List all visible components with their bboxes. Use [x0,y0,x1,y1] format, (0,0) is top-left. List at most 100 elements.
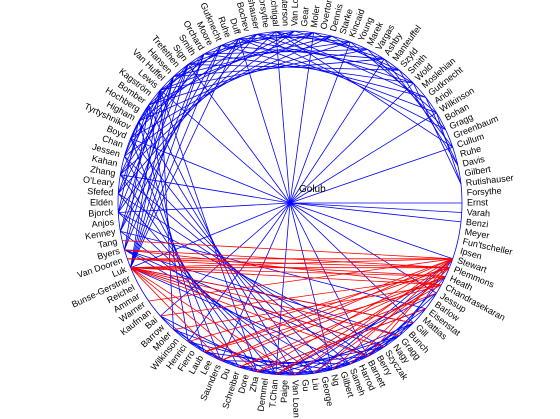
edge [124,249,400,337]
edge [367,258,454,357]
edge [117,76,174,213]
edge [148,104,189,342]
edge [173,329,222,361]
edge [148,41,351,106]
node-label: Van Loan [291,380,302,418]
edge [130,45,222,139]
edge [130,38,240,268]
edge [173,284,442,330]
edge [436,112,462,185]
edge [289,146,453,204]
edge [188,341,314,374]
edge [130,64,189,268]
edge [119,53,205,175]
edge [203,351,333,371]
edge [289,202,462,213]
edge [220,45,385,60]
edge [119,45,222,232]
node-label: Duff [228,17,243,36]
edge [160,276,446,317]
edge [238,38,437,114]
edge [238,356,368,368]
edge [124,155,333,370]
edge [119,89,161,232]
node-label: Demmel [256,378,271,413]
edge [367,49,446,130]
edge [173,329,295,376]
edge [294,276,446,376]
edge [119,174,258,373]
edge [398,69,459,166]
edge [220,360,351,365]
node-label: Anjos [91,217,115,229]
edge [187,267,450,342]
edge [332,35,414,84]
edge [118,193,368,357]
edge [275,31,426,98]
edge [118,212,385,348]
edge [256,308,426,373]
edge [130,138,222,361]
edge [203,258,453,353]
edge [160,315,276,375]
node-label: T.Chan [267,379,279,408]
edge [203,284,442,353]
edge [130,104,150,139]
node-label: Gear [299,6,311,27]
node-label: Sfefed [87,186,114,197]
node-label: O'Leary [83,174,116,187]
node-label: Davis [461,154,486,169]
edge [138,64,189,122]
edge [148,104,277,375]
node-label: Eldén [90,197,113,207]
edge [313,276,446,374]
edge [138,33,258,122]
edge [130,53,205,268]
edge [148,258,453,302]
edge [188,64,400,71]
edge [289,112,437,204]
edge [313,32,400,71]
node-label: Zhang [89,164,116,178]
edge [130,267,442,286]
node-label: Benzi [465,217,488,229]
edge [275,31,368,50]
edge [138,120,205,353]
edge [256,346,385,373]
node-label: Forsythe [466,186,502,198]
edge [117,33,258,194]
edge [332,322,414,371]
edge [275,31,453,148]
node-label: Paige [279,380,290,403]
node-label: Tang [97,236,118,250]
edge [256,33,351,43]
edge [173,58,385,77]
edge [160,49,368,91]
edge [122,240,453,260]
edge [160,32,314,91]
edge [124,53,205,250]
edge [159,89,258,372]
edge [124,249,450,269]
node-label: Gilbert [464,164,492,178]
edge [256,33,414,84]
red-edges [122,240,454,376]
edge [118,212,295,376]
edge [367,292,437,357]
node-label: Liu [310,378,322,391]
edge [289,32,314,204]
edge [120,230,314,374]
node-label: Gu [300,379,311,392]
edge [124,249,333,371]
edge [220,258,453,361]
edge [289,58,385,204]
node-labels: ErnstVarahBenziMeyerFun'tschellerIpsenSt… [70,0,514,418]
edge [130,267,368,357]
edge [275,335,400,375]
node-label: Van Loan [289,0,300,26]
edge [130,267,351,365]
edge [294,30,385,60]
edge [130,45,222,268]
edge [289,202,333,370]
edge [331,258,453,370]
